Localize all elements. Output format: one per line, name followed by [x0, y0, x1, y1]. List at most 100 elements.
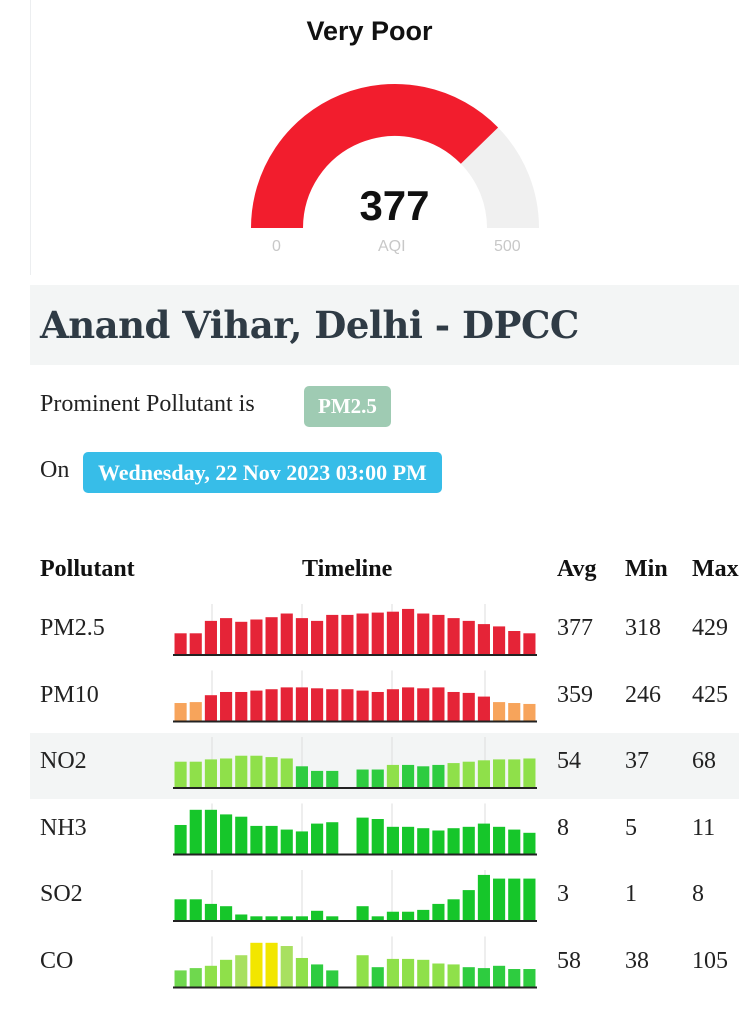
- prominent-pollutant-label: Prominent Pollutant is: [40, 391, 255, 417]
- timeline-bar: [341, 689, 354, 721]
- timeline-bar: [189, 809, 202, 854]
- header-max: Max: [692, 556, 739, 582]
- timeline-bar: [235, 816, 248, 854]
- max-value: 425: [692, 681, 728, 708]
- timeline-bar: [386, 826, 399, 854]
- timeline-bar: [462, 620, 475, 654]
- timeline-bar: [508, 878, 521, 920]
- max-value: 68: [692, 748, 716, 774]
- timeline-bar: [508, 703, 521, 721]
- avg-value: 54: [557, 748, 581, 774]
- timeline-bar: [386, 958, 399, 987]
- aqi-value: 377: [359, 182, 430, 229]
- avg-value: 8: [557, 814, 569, 841]
- timeline-bar: [220, 691, 233, 721]
- timeline-bar: [432, 614, 445, 654]
- timeline-bar: [508, 829, 521, 854]
- timeline-bar: [295, 957, 308, 987]
- timeline-bar: [402, 911, 415, 920]
- timeline-bar: [356, 613, 369, 654]
- timeline-bar: [220, 959, 233, 987]
- timeline-bar: [311, 688, 324, 721]
- timeline-bar: [462, 692, 475, 721]
- min-value: 318: [625, 615, 661, 641]
- timeline-bar: [295, 831, 308, 854]
- timeline-bar: [204, 620, 217, 654]
- timeline-bar: [280, 916, 293, 920]
- gauge-max-label: 500: [494, 238, 521, 255]
- timeline-bar: [523, 969, 536, 987]
- header-pollutant: Pollutant: [40, 556, 135, 582]
- timeline-bar: [523, 878, 536, 920]
- timeline-bar: [508, 969, 521, 987]
- pollutant-name: CO: [40, 947, 74, 974]
- timeline-bar: [189, 899, 202, 920]
- timeline-bar: [493, 826, 506, 854]
- timeline-bar: [477, 696, 490, 721]
- timeline-bar: [477, 874, 490, 920]
- pollutant-name: NH3: [40, 814, 87, 841]
- timeline-bar: [280, 946, 293, 987]
- timeline-bar: [174, 703, 187, 721]
- timeline-bar: [204, 695, 217, 721]
- timeline-bar: [447, 828, 460, 854]
- timeline-bar: [311, 620, 324, 654]
- pollutant-name: NO2: [40, 748, 87, 774]
- timeline-bar: [204, 903, 217, 920]
- timeline-bar: [280, 613, 293, 654]
- timeline-bar: [250, 942, 263, 987]
- aqi-status-label: Very Poor: [306, 16, 433, 46]
- timeline-bar: [447, 691, 460, 721]
- timeline-bar: [447, 618, 460, 654]
- timeline-bar: [204, 965, 217, 987]
- header-min: Min: [625, 556, 668, 582]
- timeline-bar: [462, 967, 475, 987]
- timeline-bar: [311, 910, 324, 920]
- timeline-bar: [265, 617, 278, 654]
- timeline-bar: [311, 964, 324, 987]
- timeline-bar: [417, 909, 430, 920]
- timeline-bar: [265, 916, 278, 920]
- divider: [30, 0, 31, 275]
- timeline-bar: [493, 626, 506, 654]
- timeline-bar: [462, 826, 475, 854]
- timeline-bar: [477, 624, 490, 654]
- timeline-bar: [326, 822, 339, 854]
- gauge-fill: [251, 84, 499, 229]
- prominent-pollutant-badge: PM2.5: [304, 386, 391, 427]
- timeline-bar: [235, 621, 248, 654]
- timeline-bar: [295, 618, 308, 654]
- timeline-bar: [311, 823, 324, 854]
- avg-value: 3: [557, 881, 569, 907]
- timeline-bar: [447, 899, 460, 920]
- avg-value: 359: [557, 681, 593, 708]
- timeline-bar: [189, 702, 202, 721]
- avg-value: 377: [557, 615, 593, 641]
- timeline-bar: [235, 691, 248, 721]
- station-name: Anand Vihar, Delhi - DPCC: [40, 303, 579, 347]
- timeline-bar: [326, 970, 339, 987]
- timeline-bar: [386, 689, 399, 721]
- timeline-bar: [477, 968, 490, 987]
- gauge-min-label: 0: [272, 238, 281, 255]
- timeline-bar: [356, 955, 369, 987]
- min-value: 5: [625, 814, 637, 841]
- timeline-bar: [295, 687, 308, 721]
- timeline-bar: [174, 899, 187, 920]
- pollutant-name: PM2.5: [40, 615, 105, 641]
- timeline-bar: [417, 828, 430, 854]
- timeline-bar: [371, 916, 384, 920]
- timeline-bar: [493, 702, 506, 721]
- timeline-bar: [508, 631, 521, 654]
- timeline-bar: [371, 612, 384, 654]
- timeline-bar: [189, 968, 202, 987]
- max-value: 105: [692, 947, 728, 974]
- timeline-bar: [356, 817, 369, 854]
- timeline-bar: [402, 958, 415, 987]
- timeline-bar: [250, 825, 263, 854]
- timeline-bar: [417, 688, 430, 721]
- timeline-bar: [326, 689, 339, 721]
- timeline-bar: [326, 614, 339, 654]
- timeline-bar: [523, 633, 536, 654]
- min-value: 37: [625, 748, 649, 774]
